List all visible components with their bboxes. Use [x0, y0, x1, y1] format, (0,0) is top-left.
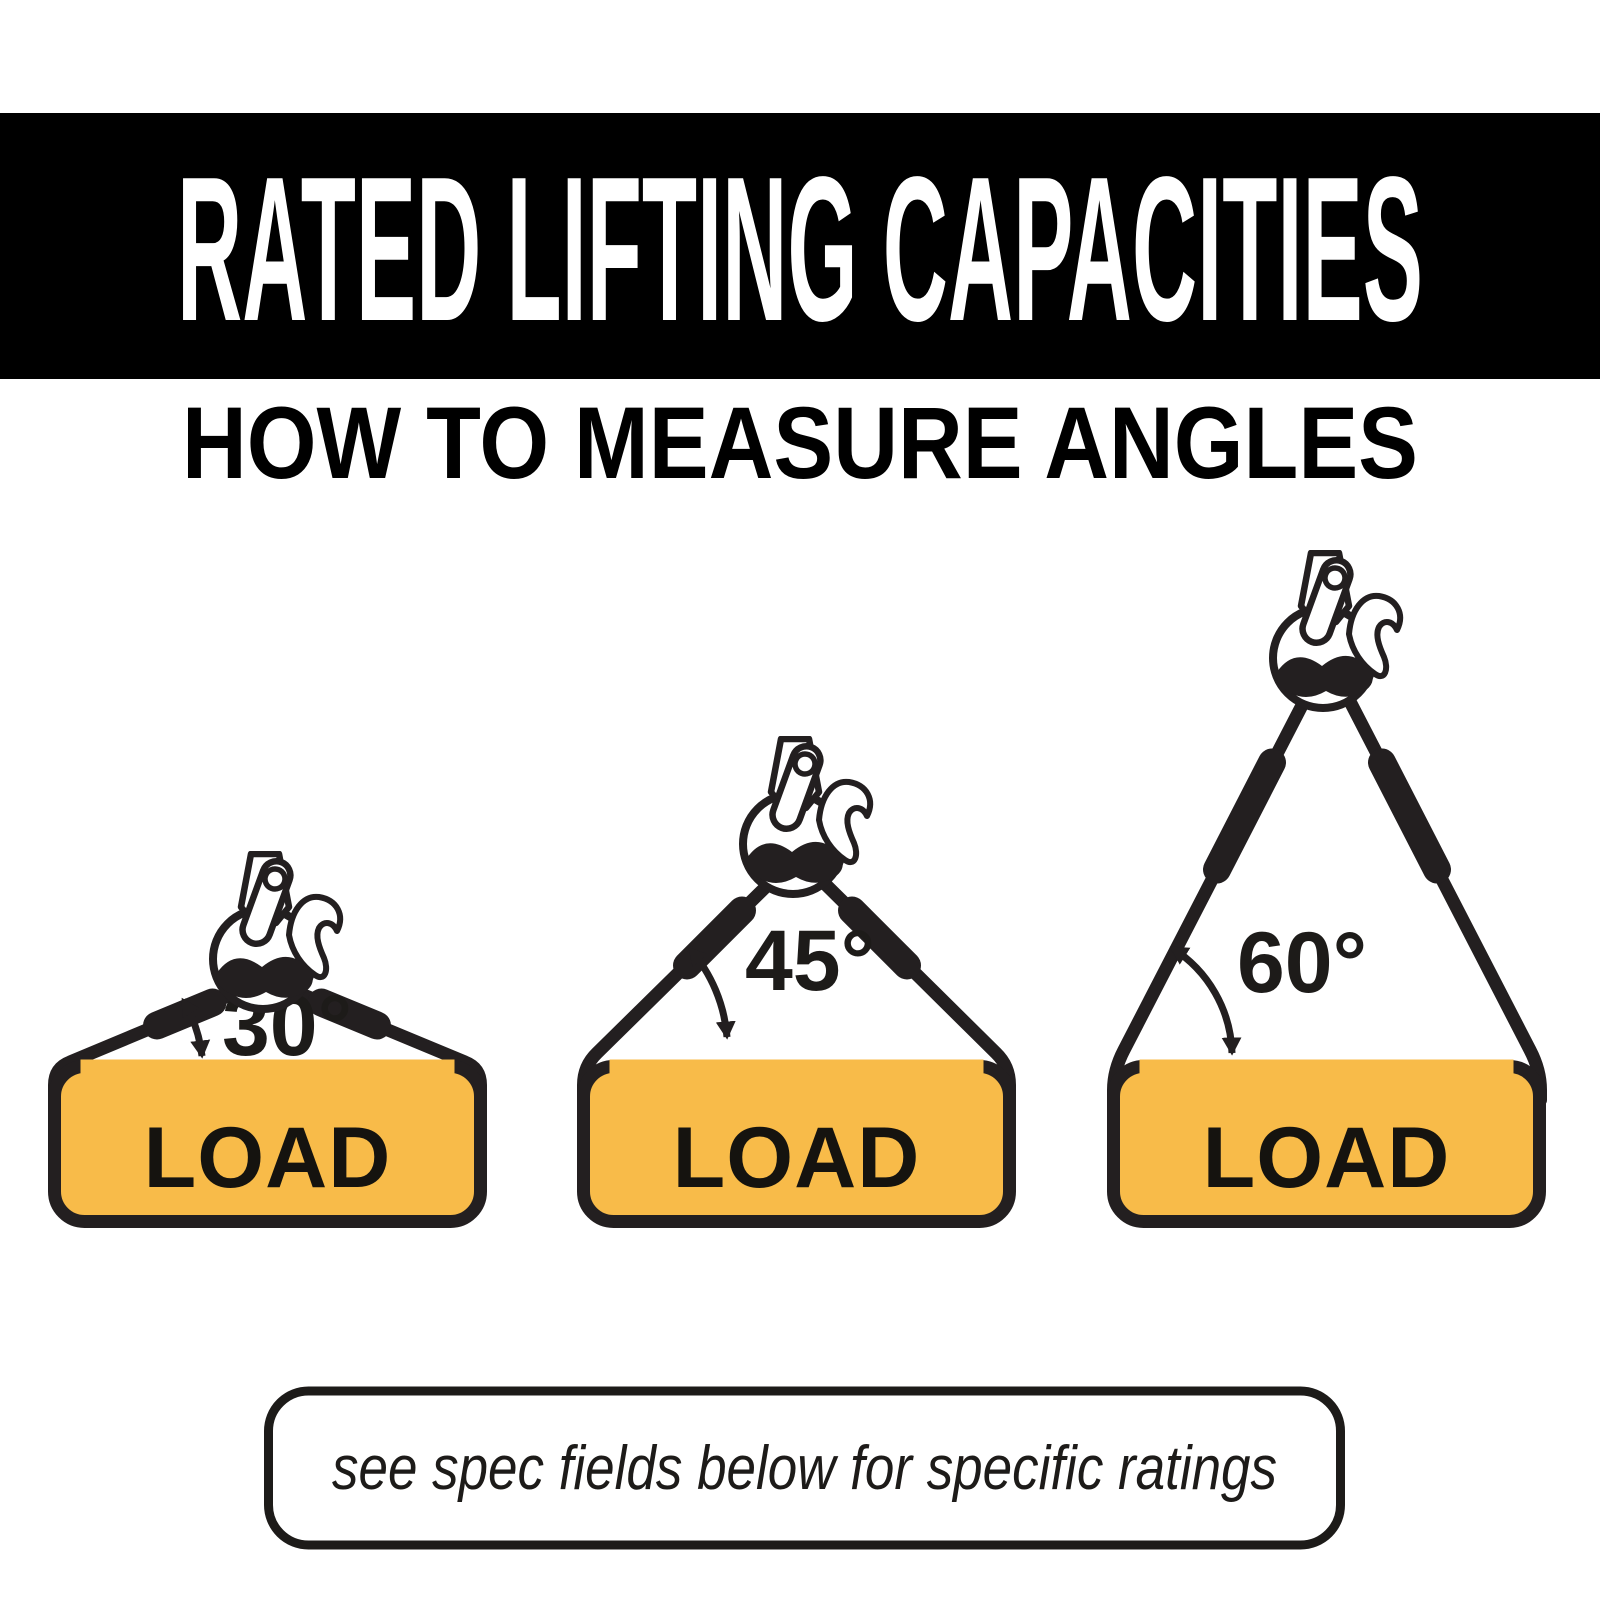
footnote-text: see spec fields below for specific ratin… [332, 1434, 1277, 1503]
clevis-grab-hook-icon [743, 739, 870, 894]
sling-sleeve-right [1368, 748, 1451, 884]
sling-sleeve-left [1203, 748, 1286, 884]
sling-angle-diagram-45: 45° LOAD [577, 739, 1016, 1228]
sling-sleeve-right [838, 896, 921, 980]
page-subtitle: HOW TO MEASURE ANGLES [182, 386, 1418, 500]
angle-label: 45° [745, 913, 875, 1009]
load-label: LOAD [673, 1110, 921, 1206]
angle-arc-arrow-icon [1169, 945, 1242, 1056]
sling-line-right [1335, 679, 1547, 1107]
footnote-box [264, 1386, 1345, 1550]
load-label: LOAD [144, 1110, 392, 1206]
footnote: see spec fields below for specific ratin… [264, 1386, 1345, 1550]
sling-line-left [1107, 679, 1319, 1107]
angle-label: 60° [1237, 915, 1367, 1011]
clevis-grab-hook-icon [1273, 553, 1400, 708]
angle-arc-arrow-icon [687, 946, 736, 1040]
load-box-top-cover [80, 1059, 455, 1074]
sling-angle-diagram-60: 60° LOAD [1107, 553, 1547, 1228]
load-label: LOAD [1203, 1110, 1451, 1206]
load-box-top-cover [609, 1059, 984, 1074]
sling-angle-diagram-30: 30° LOAD [48, 854, 487, 1228]
sling-sleeve-right [307, 988, 391, 1040]
load-box-top-cover [1139, 1059, 1514, 1074]
page-title: RATED LIFTING CAPACITIES [177, 134, 1423, 364]
banner-background [0, 113, 1600, 379]
angle-arc-arrow-icon [179, 997, 211, 1059]
